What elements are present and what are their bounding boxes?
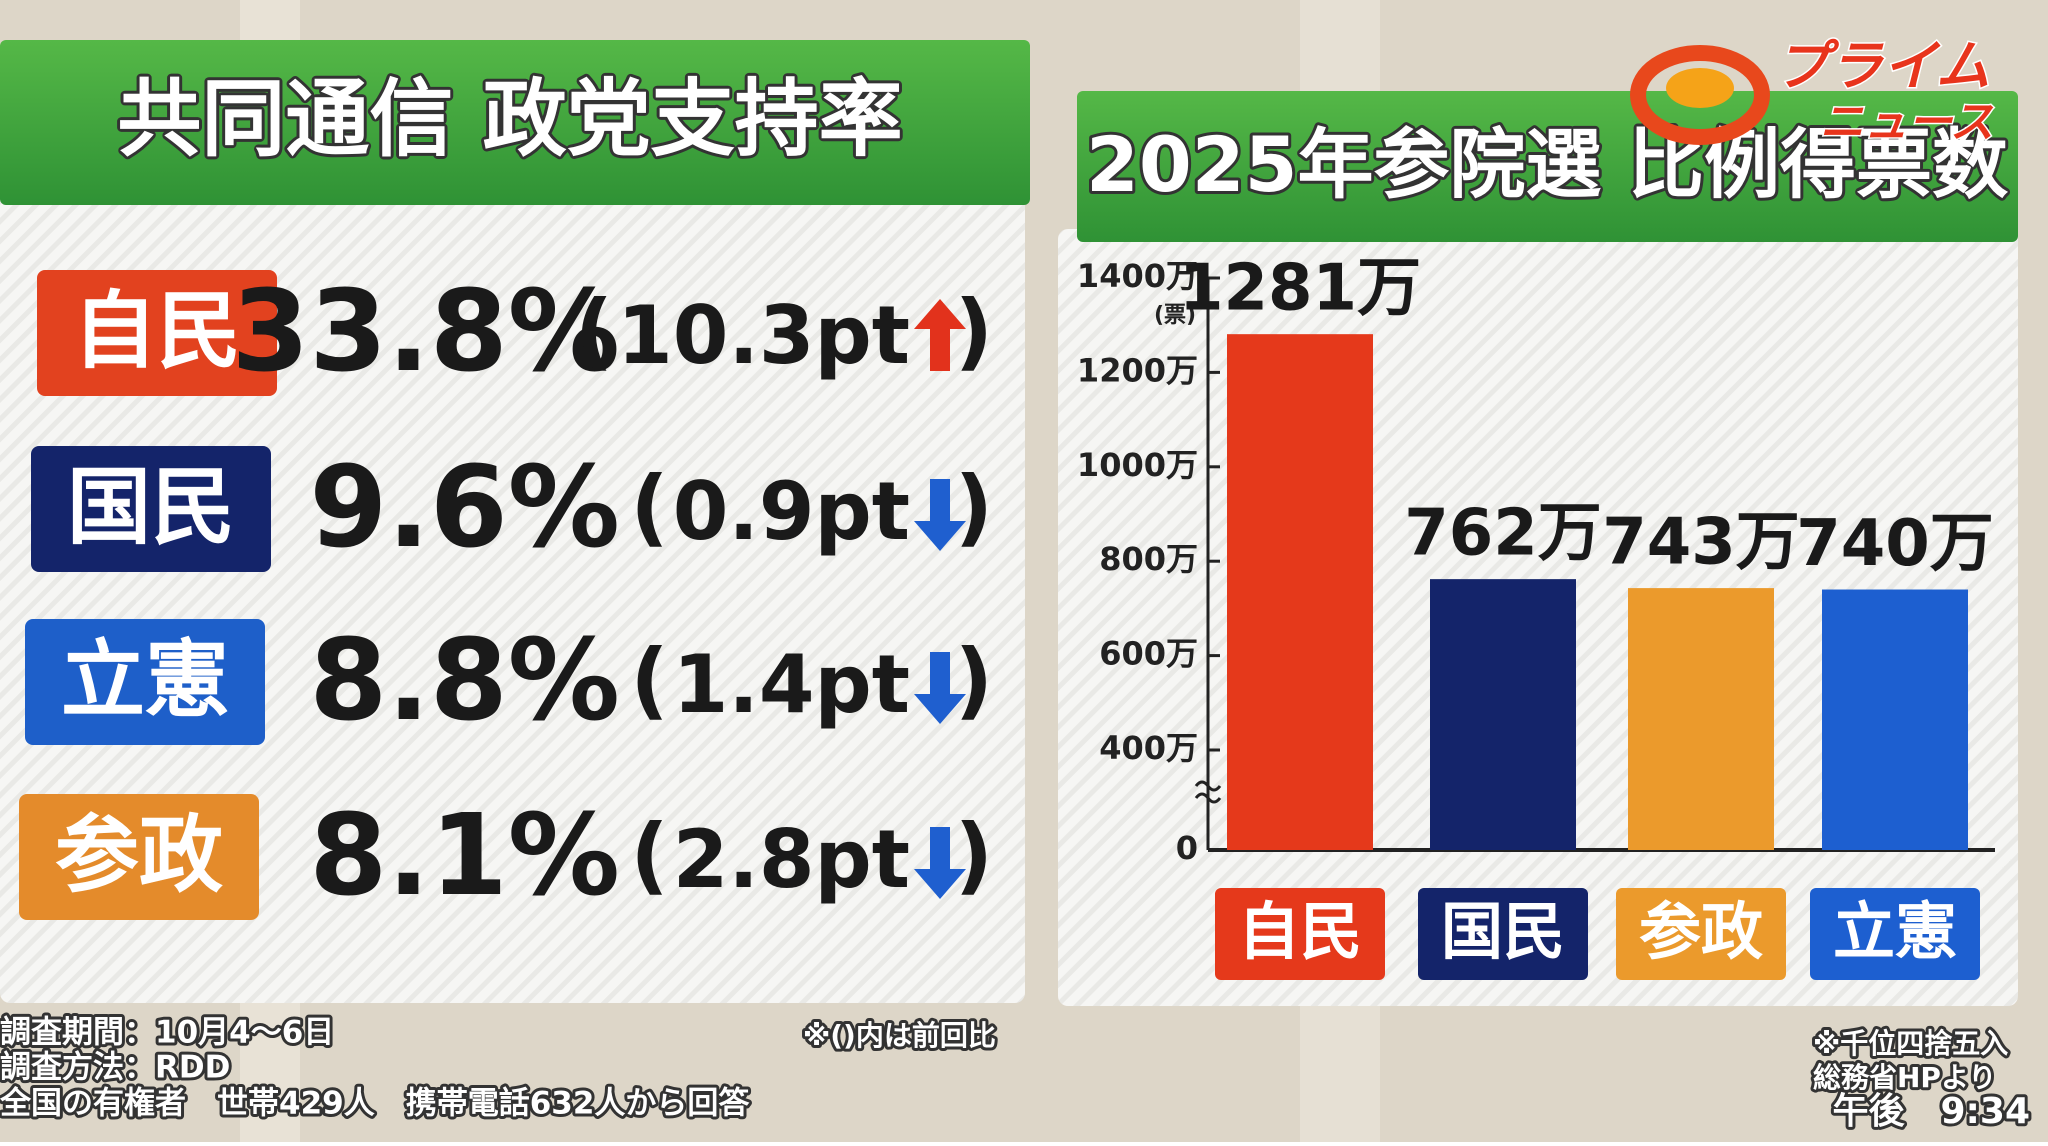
- survey-note: 全国の有権者 世帯429人 携帯電話632人から回答: [0, 1086, 750, 1122]
- source-note: ※千位四捨五入: [1813, 1027, 2008, 1060]
- x-tick-label: 立憲: [1833, 895, 1957, 968]
- down-arrow: [914, 479, 966, 551]
- change: 10.3pt: [617, 289, 910, 382]
- paren: (: [575, 282, 613, 380]
- change: 1.4pt: [673, 638, 910, 731]
- bar: [1822, 589, 1968, 850]
- x-tick-label: 自民: [1238, 895, 1362, 968]
- category-badge: [1418, 888, 1588, 980]
- party-name: 自民: [73, 282, 241, 380]
- down-arrow: [914, 652, 966, 724]
- party-name: 国民: [67, 458, 235, 556]
- party-badge: [37, 270, 277, 396]
- y-tick-label: 600万: [1099, 635, 1198, 673]
- y-unit: (票): [1154, 303, 1196, 328]
- paren: ): [955, 282, 993, 380]
- support-rate: 9.6%: [309, 443, 620, 573]
- paren: ): [955, 806, 993, 904]
- y-tick-label: 1400万: [1077, 257, 1198, 295]
- category-badge: [1810, 888, 1980, 980]
- value-label: 743万: [1602, 506, 1800, 580]
- party-badge: [19, 794, 259, 920]
- y-tick-label: 1200万: [1077, 351, 1198, 389]
- chart-title: 2025年参院選 比例得票数: [1086, 120, 2008, 209]
- x-tick-label: 参政: [1639, 895, 1763, 968]
- clock: 午後 9:34: [1832, 1091, 2030, 1132]
- change: 2.8pt: [673, 813, 910, 906]
- paren: (: [630, 631, 668, 729]
- party-badge: [25, 619, 265, 745]
- party-badge: [31, 446, 271, 572]
- value-label: 1281万: [1179, 252, 1421, 326]
- support-title: 共同通信 政党支持率: [117, 70, 902, 168]
- source-note: 総務省HPより: [1813, 1061, 1996, 1094]
- paren: (: [630, 458, 668, 556]
- category-badge: [1215, 888, 1385, 980]
- category-badge: [1616, 888, 1786, 980]
- x-tick-label: 国民: [1441, 895, 1565, 968]
- logo: プライム ニュース: [1630, 33, 1995, 150]
- value-label: 740万: [1796, 507, 1994, 581]
- support-rate: 33.8%: [231, 267, 620, 397]
- logo-ring: [1630, 45, 1770, 145]
- up-arrow: [914, 299, 966, 371]
- y-tick-label: 0: [1176, 829, 1198, 867]
- axis-break: [1194, 780, 1222, 804]
- paren: ): [955, 631, 993, 729]
- support-rate: 8.1%: [309, 791, 620, 921]
- down-arrow: [914, 827, 966, 899]
- value-label: 762万: [1404, 497, 1602, 571]
- party-name: 立憲: [61, 631, 229, 729]
- survey-note: 調査方法：RDD: [0, 1050, 230, 1086]
- chart-header: [1077, 91, 2018, 242]
- paren: ): [955, 458, 993, 556]
- paren-note: ※()内は前回比: [803, 1019, 996, 1052]
- logo-text: ニュース: [1820, 97, 1994, 148]
- support-header: [0, 40, 1030, 205]
- logo-text: プライム: [1775, 35, 1990, 98]
- change: 0.9pt: [673, 465, 910, 558]
- y-tick-label: 400万: [1099, 729, 1198, 767]
- survey-note: 調査期間：10月4〜6日: [0, 1015, 334, 1051]
- party-name: 参政: [55, 806, 223, 904]
- y-tick-label: 800万: [1099, 540, 1198, 578]
- bar: [1430, 579, 1576, 850]
- paren: (: [630, 806, 668, 904]
- y-tick-label: 1000万: [1077, 446, 1198, 484]
- logo-dot: [1666, 68, 1734, 108]
- support-rate: 8.8%: [309, 616, 620, 746]
- bar: [1227, 334, 1373, 851]
- bar: [1628, 588, 1774, 850]
